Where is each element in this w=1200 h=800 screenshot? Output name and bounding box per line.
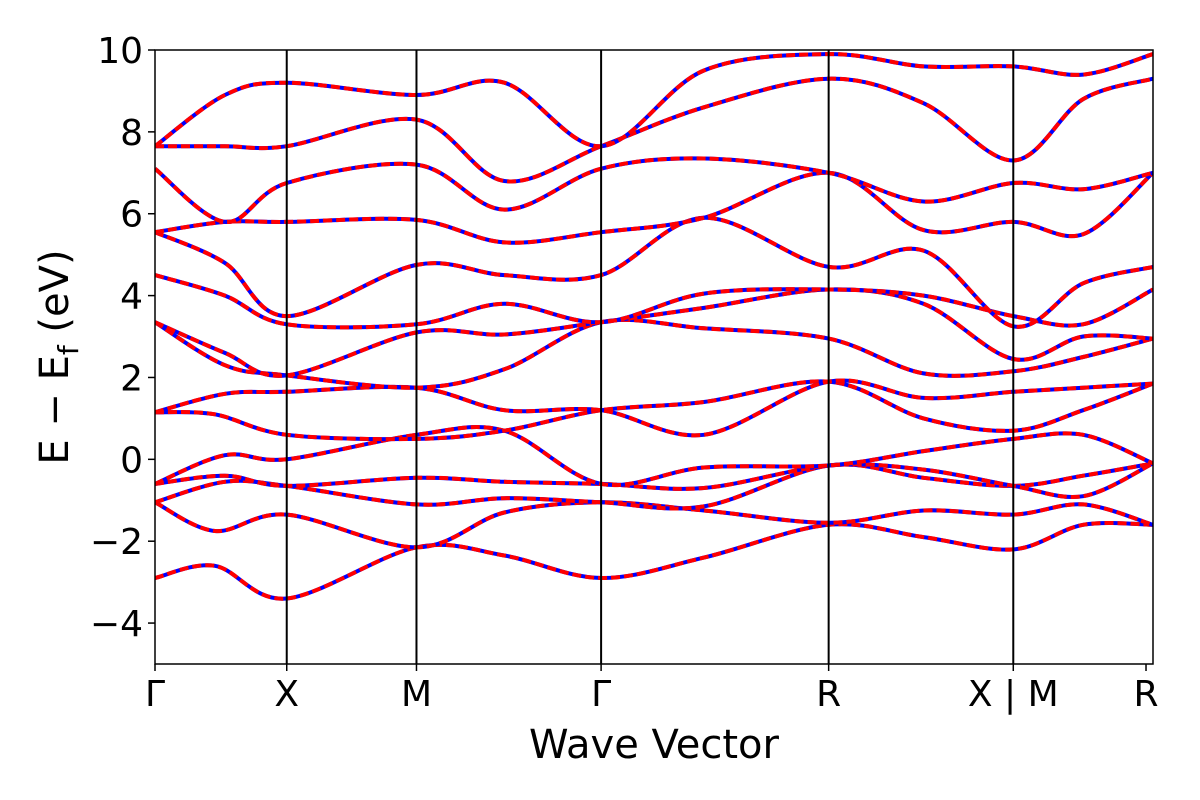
band-line-primary [155, 275, 1153, 327]
y-axis-label-main: E − E [32, 355, 78, 465]
x-tick-label: Γ [145, 674, 165, 715]
y-tick-label: 10 [97, 31, 143, 72]
band-line-secondary [155, 523, 1153, 599]
y-axis-label: E − Ef (eV) [32, 249, 85, 464]
y-tick-label: 6 [120, 195, 143, 236]
x-axis-label: Wave Vector [529, 722, 780, 768]
y-tick-label: 4 [120, 277, 143, 318]
y-tick-label: −2 [90, 522, 143, 563]
y-axis-label-unit: (eV) [32, 249, 78, 345]
band-line-secondary [155, 218, 1153, 327]
x-tick-label: R [816, 674, 841, 715]
x-tick-label: X | M [968, 674, 1059, 715]
y-tick-label: 2 [120, 358, 143, 399]
y-axis-ticks: 10 8 6 4 2 0 −2 −4 [90, 31, 155, 645]
x-tick-label: X [274, 674, 299, 715]
band-line-primary [155, 158, 1153, 222]
band-lines [155, 54, 1153, 599]
x-tick-label: Γ [591, 674, 611, 715]
band-line-secondary [155, 54, 1153, 146]
y-tick-label: −4 [90, 604, 143, 645]
x-tick-label: R [1134, 674, 1159, 715]
y-tick-label: 0 [120, 440, 143, 481]
band-line-secondary [155, 79, 1153, 182]
x-axis-ticks: Γ X M Γ R X | M R [145, 664, 1159, 715]
band-line-primary [155, 523, 1153, 599]
band-line-secondary [155, 289, 1153, 375]
band-line-secondary [155, 158, 1153, 222]
y-tick-label: 8 [120, 113, 143, 154]
x-tick-label: M [401, 674, 432, 715]
band-line-secondary [155, 275, 1153, 327]
band-line-primary [155, 289, 1153, 375]
band-line-primary [155, 79, 1153, 182]
band-line-primary [155, 218, 1153, 327]
